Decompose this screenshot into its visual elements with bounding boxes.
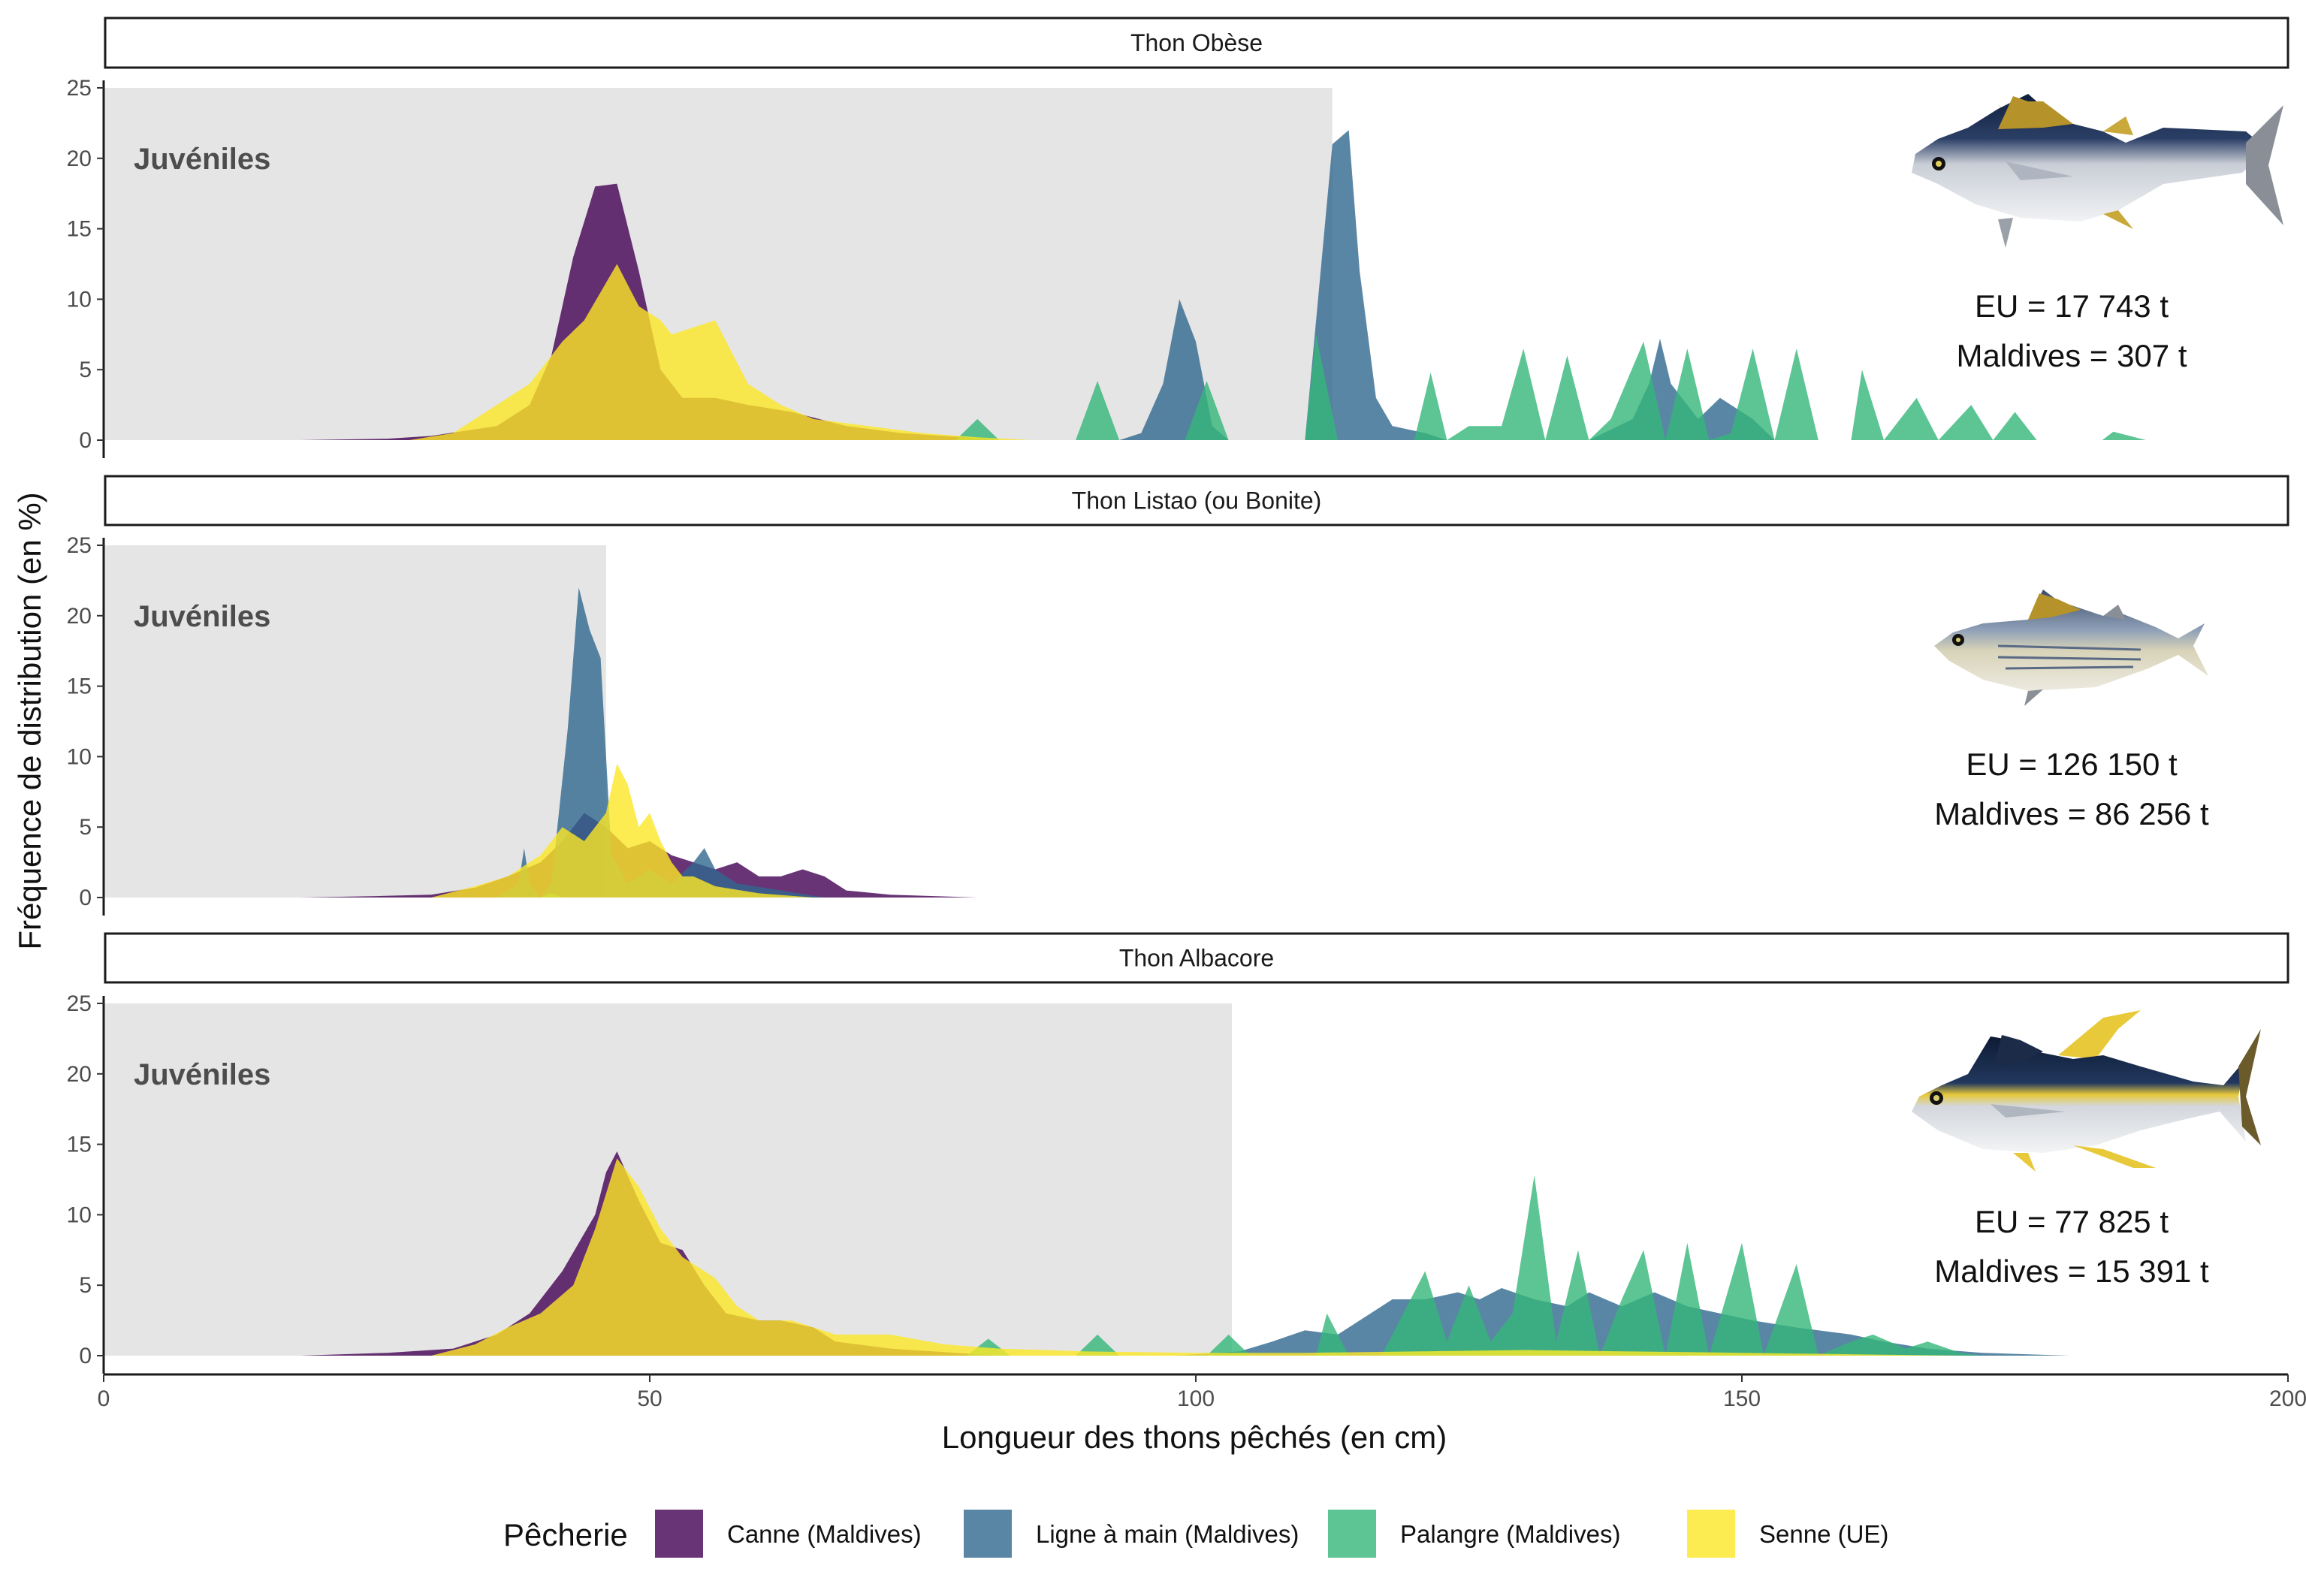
area-palangre <box>955 334 2146 440</box>
juvenile-label: Juvéniles <box>134 1058 270 1091</box>
facet-panels: Thon Obèse Juvéniles 0 5 10 15 20 25 EU = 17 743… <box>67 17 2306 1411</box>
y-tick-label: 0 <box>79 1344 92 1368</box>
facet-panel: Thon Listao (ou Bonite) Juvéniles 0 5 10 15 20… <box>67 475 2289 916</box>
area-senne <box>431 763 814 898</box>
legend-swatch <box>964 1510 1012 1558</box>
y-tick-label: 20 <box>67 1062 92 1087</box>
legend-label: Palangre (Maldives) <box>1400 1520 1620 1548</box>
maldives-catch-label: Maldives = 307 t <box>1956 338 2187 373</box>
y-tick-label: 15 <box>67 217 92 242</box>
facet-title: Thon Obèse <box>1130 29 1263 56</box>
y-tick-label: 0 <box>79 885 92 910</box>
legend-item-canne: Canne (Maldives) <box>655 1510 922 1558</box>
legend-item-ligne: Ligne à main (Maldives) <box>964 1510 1299 1558</box>
x-tick-label: 150 <box>1723 1386 1761 1411</box>
legend-items: Canne (Maldives) Ligne à main (Maldives) P… <box>655 1510 1888 1558</box>
facet-panel: Thon Albacore Juvéniles 0 5 10 15 20 25 EU = 77 … <box>67 932 2289 1374</box>
y-tick-label: 5 <box>79 358 92 382</box>
y-tick-label: 15 <box>67 1133 92 1157</box>
eu-catch-label: EU = 17 743 t <box>1975 288 2169 324</box>
legend-item-senne: Senne (UE) <box>1687 1510 1888 1558</box>
y-tick-label: 25 <box>67 76 92 101</box>
legend: Pêcherie Canne (Maldives) Ligne à main (M… <box>503 1510 1888 1558</box>
legend-item-palangre: Palangre (Maldives) <box>1328 1510 1620 1558</box>
legend-title: Pêcherie <box>503 1517 628 1552</box>
bigeye-tuna-illustration <box>1912 94 2283 248</box>
juvenile-label: Juvéniles <box>134 600 270 633</box>
facet-title: Thon Albacore <box>1119 945 1274 972</box>
facet-title: Thon Listao (ou Bonite) <box>1072 487 1322 514</box>
yellowfin-tuna-illustration <box>1912 1010 2261 1172</box>
x-tick-label: 0 <box>98 1386 110 1411</box>
area-palangre <box>966 1175 1982 1356</box>
y-tick-label: 5 <box>79 1273 92 1298</box>
legend-label: Canne (Maldives) <box>727 1520 922 1548</box>
legend-swatch <box>1687 1510 1735 1558</box>
juvenile-zone <box>104 545 606 898</box>
eu-catch-label: EU = 126 150 t <box>1966 747 2178 782</box>
area-ligne <box>497 587 825 898</box>
facet-strip <box>104 932 2289 984</box>
skipjack-tuna-illustration <box>1934 590 2208 706</box>
y-tick-label: 20 <box>67 146 92 171</box>
x-axis: 0 50 100 150 200 <box>98 1373 2306 1411</box>
area-senne <box>409 264 1032 440</box>
y-axis-title: Fréquence de distribution (en %) <box>12 492 47 949</box>
y-tick-label: 10 <box>67 1202 92 1227</box>
y-tick-label: 10 <box>67 287 92 312</box>
area-ligne <box>1119 130 1775 441</box>
y-tick-label: 0 <box>79 428 92 453</box>
legend-label: Senne (UE) <box>1759 1520 1888 1548</box>
eu-catch-label: EU = 77 825 t <box>1975 1204 2169 1239</box>
x-tick-label: 200 <box>2269 1386 2306 1411</box>
y-tick-label: 20 <box>67 604 92 629</box>
juvenile-label: Juvéniles <box>134 143 270 176</box>
x-axis-title: Longueur des thons pêchés (en cm) <box>942 1420 1447 1455</box>
y-tick-label: 5 <box>79 815 92 840</box>
maldives-catch-label: Maldives = 86 256 t <box>1934 796 2209 831</box>
x-tick-label: 100 <box>1177 1386 1215 1411</box>
facet-strip <box>104 475 2289 526</box>
facet-panel: Thon Obèse Juvéniles 0 5 10 15 20 25 EU = 17 743… <box>67 17 2289 458</box>
maldives-catch-label: Maldives = 15 391 t <box>1934 1254 2209 1289</box>
y-tick-label: 25 <box>67 991 92 1016</box>
y-tick-label: 10 <box>67 744 92 769</box>
area-senne <box>431 1158 1960 1356</box>
x-tick-label: 50 <box>637 1386 662 1411</box>
legend-swatch <box>1328 1510 1376 1558</box>
legend-swatch <box>655 1510 703 1558</box>
y-tick-label: 15 <box>67 674 92 699</box>
y-tick-label: 25 <box>67 533 92 558</box>
facet-strip <box>104 17 2289 69</box>
legend-label: Ligne à main (Maldives) <box>1036 1520 1299 1548</box>
